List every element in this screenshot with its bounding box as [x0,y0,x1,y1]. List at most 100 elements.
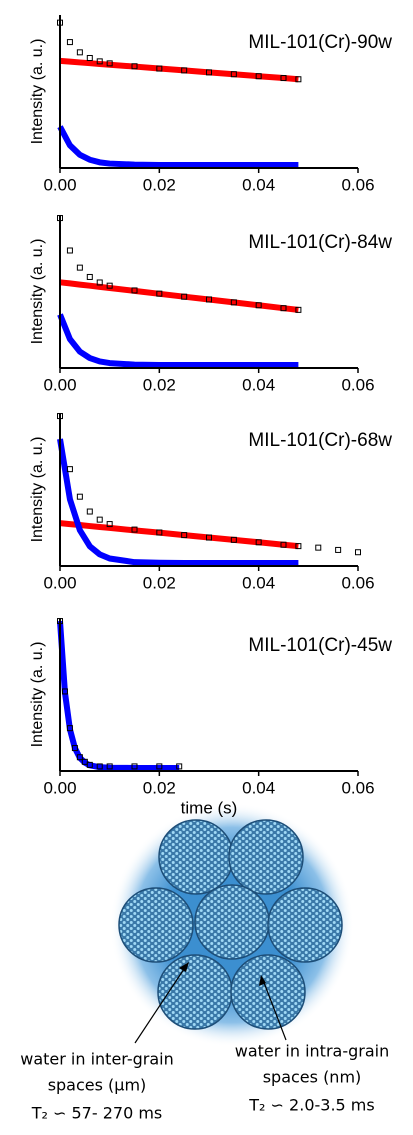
panel: MIL-101(Cr)-45w Intensity (a. u.) time (s)… [29,618,392,817]
x-tick-label: 0.00 [43,573,76,592]
data-point [66,466,73,473]
data-point [315,544,322,551]
data-point [76,49,83,56]
data-point [66,39,73,46]
x-tick-label: 0.02 [143,573,176,592]
x-tick-label: 0.00 [43,175,76,194]
data-point [86,54,93,61]
inter-label: water in inter-grain [20,1050,174,1069]
data-point [66,247,73,254]
arrow [262,979,287,1041]
x-tick-label: 0.02 [143,375,176,394]
arrow-head [179,962,189,972]
data-point [96,516,103,523]
x-tick-label: 0.02 [143,175,176,194]
x-tick-label: 0.00 [43,778,76,797]
data-point [295,543,302,550]
data-point [66,725,73,732]
grain [194,884,270,960]
data-point [181,67,188,74]
data-point [295,76,302,83]
data-point [206,69,212,76]
data-point [176,763,183,770]
data-point [156,65,163,72]
x-tick-label: 0.04 [242,375,275,394]
data-point [156,529,163,536]
data-point [131,63,138,70]
x-tick-label: 0.06 [341,175,374,194]
y-axis-label: Intensity (a. u.) [29,437,46,543]
x-tick-label: 0.04 [242,175,275,194]
data-point [181,532,188,539]
x-tick-label: 0.06 [341,375,374,394]
intra-label: water in intra-grain [235,1042,389,1061]
data-point [295,306,302,313]
data-point [81,758,88,765]
fit-line [57,125,299,168]
x-tick-label: 0.02 [143,778,176,797]
data-point [206,534,212,541]
grain [228,819,304,895]
data-point [76,493,83,500]
data-point [335,546,342,553]
data-point [355,549,361,556]
x-tick-label: 0.04 [242,573,275,592]
grain [158,819,234,895]
data-point [61,688,68,695]
fit-line [59,57,299,83]
inter-t2: T₂ ∽ 57- 270 ms [31,1104,163,1123]
data-point [71,745,78,752]
fit-line [59,520,299,550]
data-point [86,273,93,280]
data-point [76,754,83,761]
data-point [106,763,113,770]
fit-line [57,313,299,368]
inter-label: spaces (µm) [48,1076,147,1095]
data-point [230,536,237,543]
arrow [134,965,187,1044]
data-point [206,296,212,303]
panel-title: MIL-101(Cr)-90w [248,32,392,53]
intra-t2: T₂ ∽ 2.0-3.5 ms [248,1096,374,1115]
data-point [255,302,262,309]
data-point [280,305,287,312]
grain [118,887,194,963]
data-point [230,299,237,306]
y-axis-label: Intensity (a. u.) [29,642,46,748]
data-point [96,763,103,770]
x-tick-label: 0.06 [341,573,374,592]
x-tick-label: 0.00 [43,375,76,394]
panel: MIL-101(Cr)-84w Intensity (a. u.) 0.00 0.02… [29,215,392,394]
x-axis-label: time (s) [181,798,238,817]
y-axis-label: Intensity (a. u.) [29,39,46,145]
data-point [131,287,138,294]
panel-title: MIL-101(Cr)-45w [248,635,392,656]
panel: MIL-101(Cr)-90w Intensity (a. u.) 0.00 0.02… [29,15,392,194]
data-point [131,526,138,533]
data-point [230,71,237,78]
data-point [181,293,188,300]
data-point [255,539,262,546]
data-point [76,264,83,271]
data-point [96,279,103,286]
data-point [156,290,163,297]
data-point [86,508,93,515]
data-point [156,763,163,770]
arrow-head [259,975,266,986]
x-tick-label: 0.04 [242,778,275,797]
data-point [106,521,113,528]
x-tick-label: 0.06 [341,778,374,797]
data-point [86,761,93,768]
intra-label: spaces (nm) [263,1068,362,1087]
panel-title: MIL-101(Cr)-84w [248,232,392,253]
fit-line [59,279,299,313]
data-point [255,73,262,80]
data-point [280,541,287,548]
panel: MIL-101(Cr)-68w Intensity (a. u.) 0.00 0.02… [29,413,392,592]
data-point [106,282,113,289]
data-point [131,763,138,770]
panel-title: MIL-101(Cr)-68w [248,430,392,451]
y-axis-label: Intensity (a. u.) [29,239,46,345]
grain [267,887,343,963]
